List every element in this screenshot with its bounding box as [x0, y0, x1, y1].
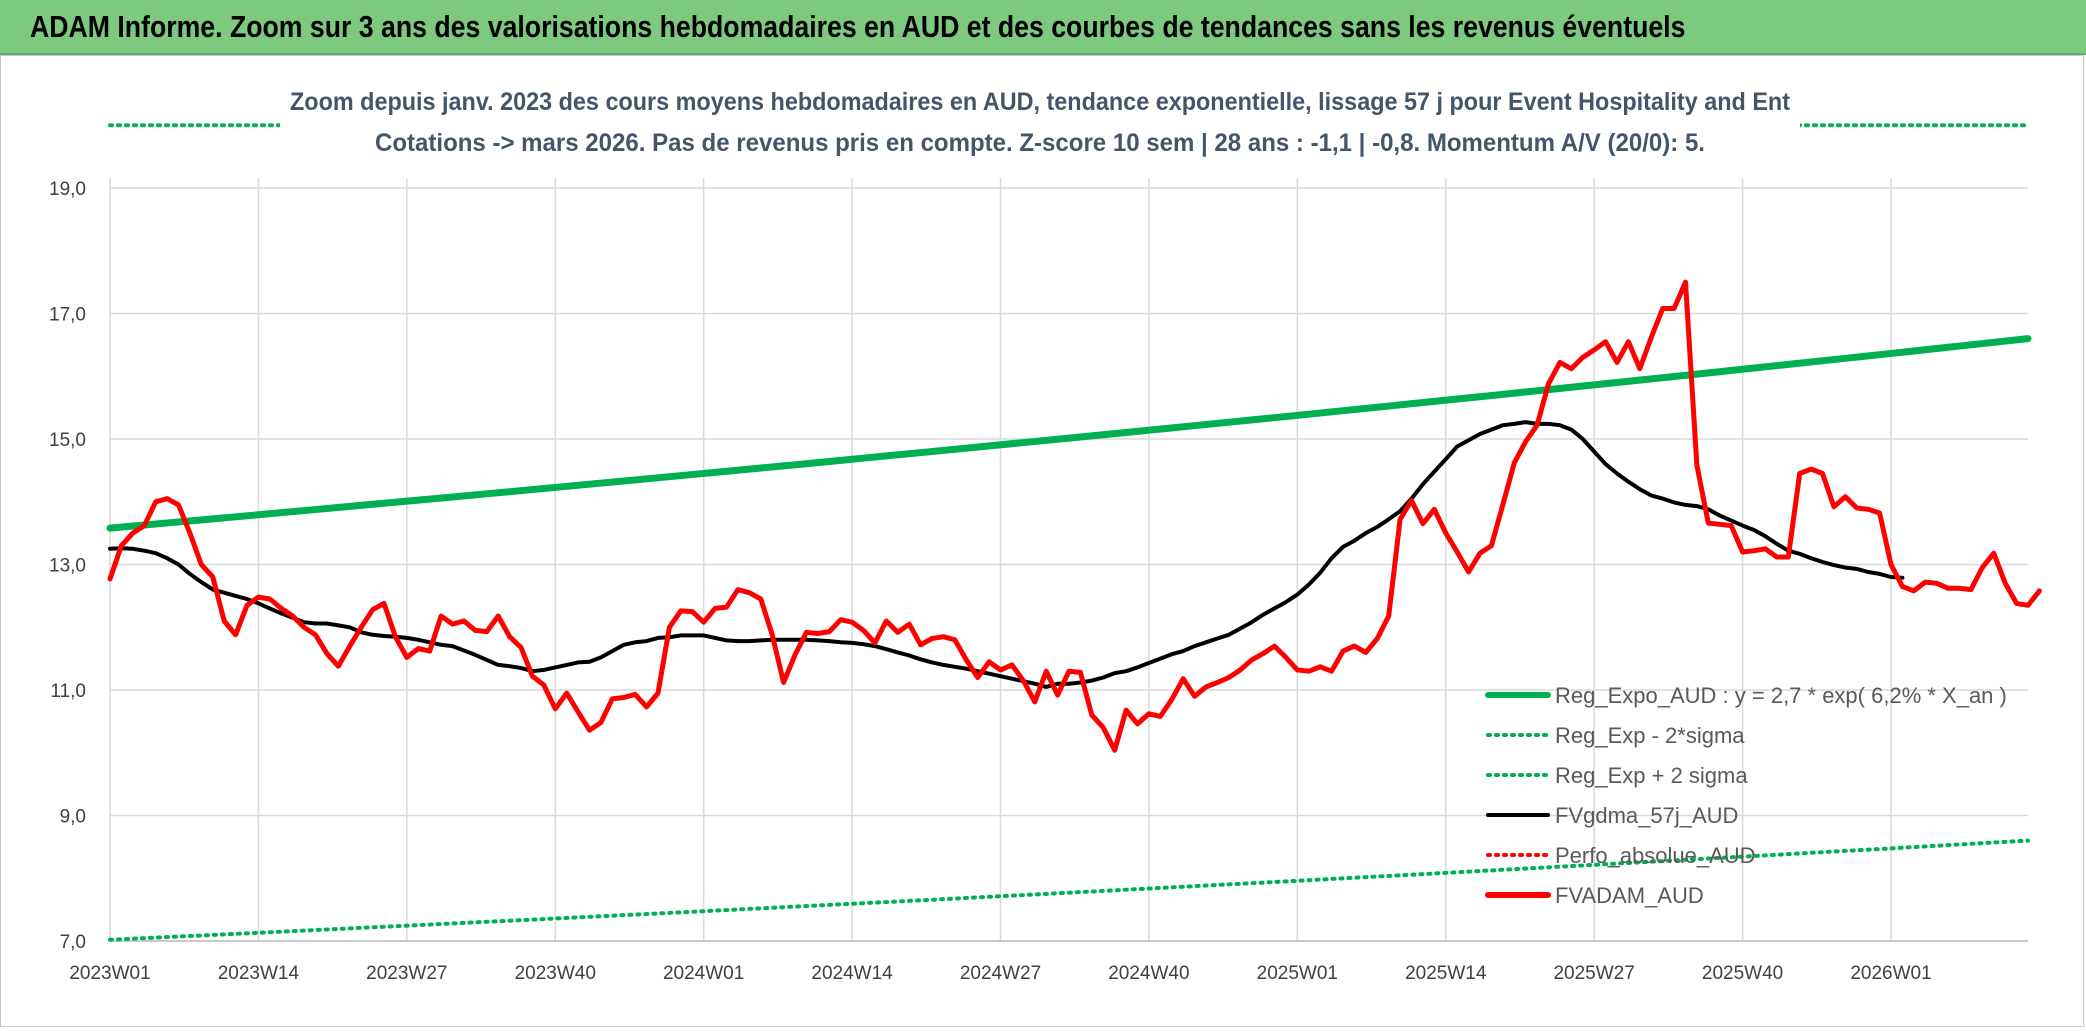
x-tick-label: 2024W40 [1108, 963, 1189, 984]
x-tick-label: 2024W01 [663, 963, 744, 984]
gridlines [109, 178, 2028, 942]
x-tick-label: 2025W27 [1553, 963, 1634, 984]
x-axis-ticks: 2023W01 2023W14 2023W27 2023W40 2024W01 2024W… [69, 963, 1931, 984]
legend-label: FVADAM_AUD [1555, 883, 1704, 908]
series-line-1 [108, 838, 2030, 942]
legend-label: Reg_Exp + 2 sigma [1555, 763, 1748, 788]
legend-label: Reg_Exp - 2*sigma [1555, 723, 1745, 748]
series-layer [106, 123, 2042, 942]
y-tick-label: 17,0 [49, 305, 86, 326]
y-tick-label: 7,0 [60, 932, 86, 953]
y-axis-ticks: 7,0 9,0 11,0 13,0 15,0 17,0 19,0 [49, 179, 86, 953]
chart-subtitle-line1: Zoom depuis janv. 2023 des cours moyens … [290, 88, 1791, 116]
y-tick-label: 15,0 [49, 430, 86, 451]
y-tick-label: 9,0 [60, 807, 86, 828]
chart-subtitle-line2: Cotations -> mars 2026. Pas de revenus p… [375, 129, 1705, 157]
subtitle-background [280, 78, 1800, 168]
x-tick-label: 2025W14 [1405, 963, 1487, 984]
legend: Reg_Expo_AUD : y = 2,7 * exp( 6,2% * X_a… [1485, 683, 2007, 908]
chart-subtitle-group: Zoom depuis janv. 2023 des cours moyens … [280, 78, 1800, 168]
header-bar: ADAM Informe. Zoom sur 3 ans des valoris… [0, 0, 2086, 55]
chart-frame [0, 55, 2084, 1027]
page-title: ADAM Informe. Zoom sur 3 ans des valoris… [30, 9, 1686, 44]
x-tick-label: 2023W27 [366, 963, 447, 984]
x-tick-label: 2024W27 [960, 963, 1041, 984]
x-tick-label: 2025W40 [1702, 963, 1783, 984]
series-line-3 [108, 420, 1905, 689]
y-tick-label: 11,0 [50, 681, 86, 702]
y-tick-label: 19,0 [49, 179, 86, 200]
legend-label: Reg_Expo_AUD : y = 2,7 * exp( 6,2% * X_a… [1555, 683, 2007, 708]
x-tick-label: 2023W40 [515, 963, 596, 984]
x-tick-label: 2026W01 [1850, 963, 1931, 984]
x-tick-label: 2023W01 [69, 963, 150, 984]
series-line-5 [107, 279, 2042, 753]
legend-label: FVgdma_57j_AUD [1555, 803, 1738, 828]
x-tick-label: 2024W14 [811, 963, 893, 984]
legend-label: Perfo_absolue_AUD [1555, 843, 1756, 868]
y-tick-label: 13,0 [49, 556, 86, 577]
series-line-0 [106, 335, 2032, 532]
x-tick-label: 2023W14 [218, 963, 300, 984]
x-tick-label: 2025W01 [1257, 963, 1338, 984]
